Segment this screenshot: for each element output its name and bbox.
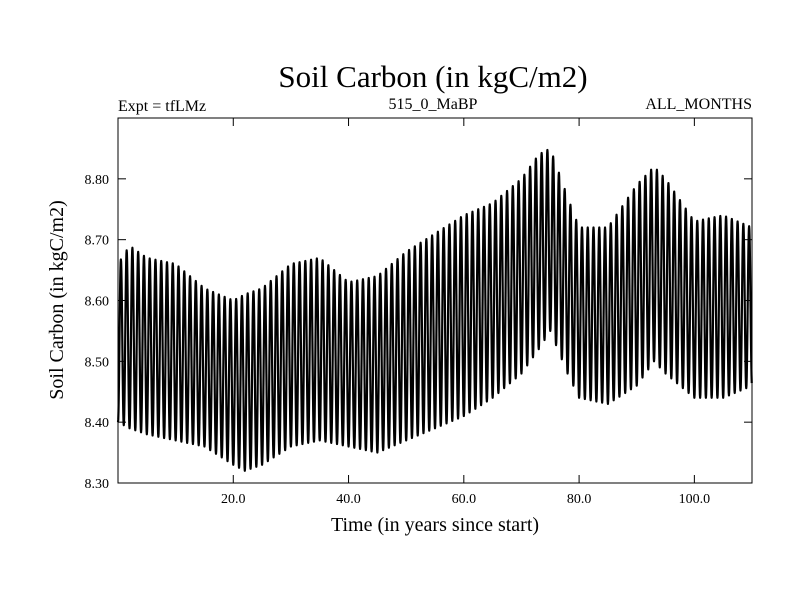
months-label: ALL_MONTHS — [645, 96, 752, 113]
y-tick-label: 8.40 — [85, 416, 110, 431]
y-tick-label: 8.60 — [85, 295, 110, 310]
chart-title: Soil Carbon (in kgC/m2) — [278, 59, 587, 94]
x-tick-label: 20.0 — [221, 492, 246, 507]
plot-frame — [117, 117, 753, 484]
plot-area — [116, 148, 753, 472]
experiment-label: Expt = tfLMz — [118, 98, 206, 115]
soil-carbon-series-line — [116, 148, 753, 472]
y-tick-label: 8.70 — [85, 234, 110, 249]
x-tick-label: 40.0 — [336, 492, 361, 507]
y-axis-label: Soil Carbon (in kgC/m2) — [46, 200, 68, 399]
y-tick-label: 8.80 — [85, 173, 110, 188]
y-tick-label: 8.50 — [85, 355, 110, 370]
x-tick-label: 80.0 — [567, 492, 592, 507]
x-tick-label: 100.0 — [679, 492, 711, 507]
y-tick-label: 8.30 — [85, 477, 110, 492]
x-axis-label: Time (in years since start) — [331, 514, 539, 536]
x-tick-label: 60.0 — [452, 492, 477, 507]
x-axis-ticks: 20.0 40.0 60.0 80.0 100.0 — [221, 118, 710, 507]
period-label: 515_0_MaBP — [389, 96, 478, 113]
